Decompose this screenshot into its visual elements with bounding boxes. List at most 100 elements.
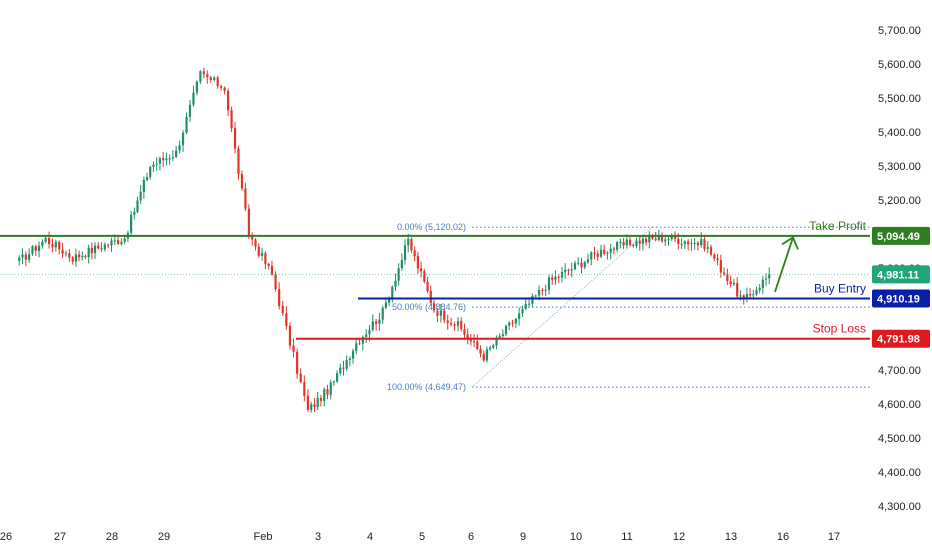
candle-up <box>752 289 755 298</box>
candle-down <box>446 314 449 330</box>
candle-down <box>237 145 240 180</box>
candle-up <box>573 260 577 271</box>
x-tick-label: 16 <box>777 531 789 543</box>
candle-down <box>719 254 722 278</box>
candle-down <box>638 236 641 251</box>
candle-up <box>93 242 97 260</box>
candle-up <box>361 335 364 351</box>
candle-down <box>97 242 100 250</box>
candle-up <box>384 298 388 310</box>
svg-text:4,910.19: 4,910.19 <box>877 294 920 306</box>
candle-down <box>90 242 93 260</box>
fib-level-label: 100.00% (4,649.47) <box>387 382 466 392</box>
y-tick-label: 5,600.00 <box>878 59 921 71</box>
x-tick-label: 28 <box>106 531 118 543</box>
candle-down <box>78 250 81 262</box>
candle-down <box>267 262 270 270</box>
candle-up <box>188 99 192 122</box>
candle-up <box>74 248 78 267</box>
candle-up <box>41 239 44 249</box>
candle-down <box>71 256 74 265</box>
candle-up <box>690 238 693 251</box>
candle-down <box>713 253 716 262</box>
candle-up <box>365 329 368 344</box>
candle-up <box>31 245 34 256</box>
candle-up <box>178 140 181 154</box>
candle-up <box>28 248 31 263</box>
candle-up <box>706 241 709 254</box>
candle-up <box>145 172 149 182</box>
candle-up <box>514 317 517 328</box>
candle-up <box>670 233 673 242</box>
candle-up <box>192 85 195 107</box>
candle-up <box>171 150 174 162</box>
candle-up <box>635 237 638 249</box>
candle-down <box>472 334 476 348</box>
candle-down <box>299 368 302 384</box>
candle-down <box>216 75 219 89</box>
candle-down <box>107 243 110 249</box>
candle-up <box>693 238 696 250</box>
candle-up <box>761 275 764 295</box>
candle-up <box>81 251 84 261</box>
candle-down <box>628 237 632 247</box>
candle-down <box>466 328 469 345</box>
candle-down <box>443 307 446 324</box>
x-tick-label: 12 <box>673 531 685 543</box>
candle-down <box>34 244 37 256</box>
candle-up <box>758 284 761 294</box>
candle-down <box>432 299 436 313</box>
candle-up <box>339 363 342 376</box>
price-badge-stop-loss: 4,791.98 <box>872 329 930 348</box>
candle-up <box>531 293 534 308</box>
x-tick-label: Feb <box>254 531 273 543</box>
candle-down <box>460 317 463 332</box>
x-tick-label: 4 <box>367 531 373 543</box>
y-tick-label: 5,400.00 <box>878 127 921 139</box>
candle-down <box>51 238 54 253</box>
candle-up <box>570 262 573 278</box>
candle-down <box>84 254 87 259</box>
candle-up <box>110 237 113 252</box>
candle-up <box>199 70 202 85</box>
candle-down <box>645 235 648 246</box>
candle-down <box>463 323 466 340</box>
candle-up <box>590 251 593 266</box>
candle-down <box>749 288 752 299</box>
chart-overlays: 0.00% (5,120.02) 50.00% (4,884.76) 100.00%… <box>0 219 870 392</box>
x-tick-label: 6 <box>468 531 474 543</box>
candle-up <box>577 257 580 266</box>
candle-up <box>149 165 152 180</box>
fib-level-label: 50.00% (4,884.76) <box>392 302 466 312</box>
candle-up <box>619 238 622 249</box>
candle-down <box>61 242 64 259</box>
candle-down <box>206 70 209 84</box>
y-tick-label: 5,500.00 <box>878 93 921 105</box>
candle-down <box>482 350 485 363</box>
x-tick-label: 17 <box>828 531 840 543</box>
candle-up <box>508 321 511 330</box>
candle-up <box>518 307 521 326</box>
candle-up <box>554 270 557 285</box>
candle-up <box>378 312 381 331</box>
candle-up <box>397 263 400 286</box>
candle-up <box>641 236 645 251</box>
candle-up <box>586 253 590 264</box>
candle-up <box>181 130 185 152</box>
candle-up <box>185 112 188 135</box>
candle-up <box>332 380 336 386</box>
candle-up <box>213 76 216 82</box>
candle-up <box>371 314 374 332</box>
candle-down <box>326 384 329 400</box>
candle-up <box>394 273 397 291</box>
candle-up <box>130 210 133 235</box>
x-tick-label: 26 <box>0 531 12 543</box>
candle-down <box>303 375 306 402</box>
x-tick-label: 5 <box>419 531 425 543</box>
candle-down <box>726 268 729 285</box>
candle-up <box>609 243 612 260</box>
candle-up <box>407 233 410 253</box>
candle-down <box>342 360 345 376</box>
candle-up <box>492 343 495 350</box>
